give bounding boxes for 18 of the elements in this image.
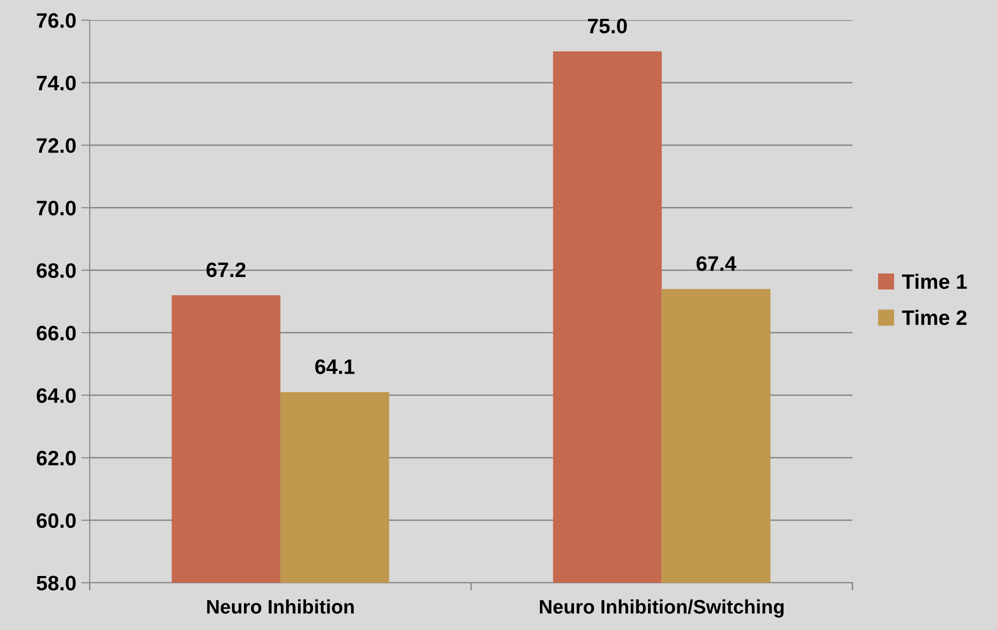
y-tick-label: 70.0 <box>36 200 76 216</box>
y-tick-label: 66.0 <box>36 326 76 340</box>
y-tick-label: 58.0 <box>36 576 76 591</box>
data-label: 67.2 <box>206 262 246 278</box>
y-tick-label: 74.0 <box>36 76 76 90</box>
y-tick-label: 64.0 <box>36 388 76 403</box>
y-tick-label: 68.0 <box>36 263 76 278</box>
x-tick-label: Neuro Inhibition <box>207 599 354 614</box>
data-label: 64.1 <box>315 359 354 374</box>
legend-label: Time 2 <box>902 310 967 326</box>
y-tick-label: 62.0 <box>36 450 76 466</box>
x-tick-label: Neuro Inhibition/Switching <box>540 599 784 618</box>
y-tick-label: 60.0 <box>36 513 76 528</box>
data-label: 75.0 <box>588 18 627 34</box>
y-tick-label: 72.0 <box>36 138 76 153</box>
legend-label: Time 1 <box>902 274 967 290</box>
data-label: 67.4 <box>696 256 736 271</box>
y-tick-label: 76.0 <box>36 13 76 28</box>
